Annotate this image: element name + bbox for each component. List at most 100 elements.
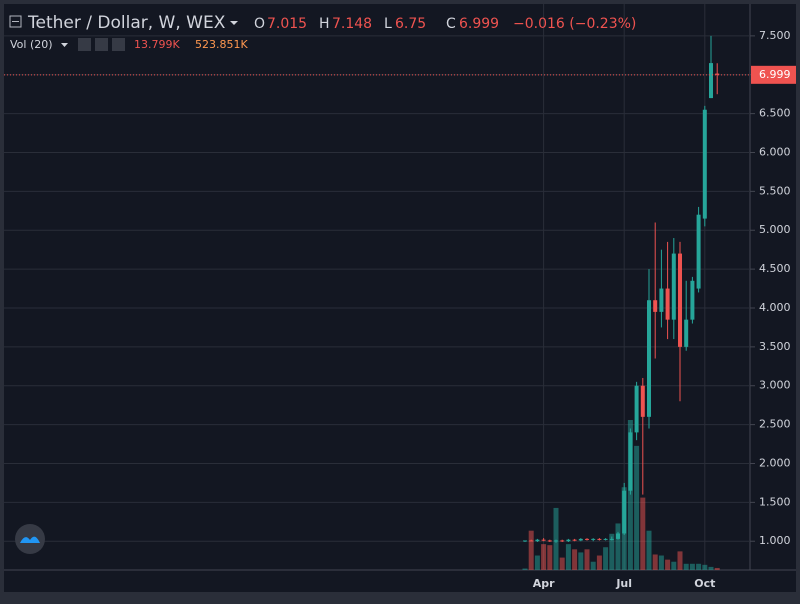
low-value: 6.75 (395, 16, 426, 32)
low-label: L (384, 16, 392, 32)
candle-body (628, 432, 633, 491)
candle-body (665, 288, 670, 320)
y-tick-label: 3.500 (759, 340, 791, 353)
symbol-menu[interactable] (230, 21, 238, 25)
candle-body (529, 540, 534, 542)
candle-body (523, 540, 527, 542)
volume-bar (541, 544, 547, 570)
volume-bar (634, 445, 640, 570)
plot-background (4, 4, 796, 592)
volume-bar (578, 552, 584, 570)
volume-bar (584, 549, 590, 570)
candle-body (690, 280, 695, 320)
collapse-button[interactable] (9, 15, 22, 28)
visibility-button[interactable] (78, 38, 91, 51)
volume-last: 13.799K (134, 38, 180, 51)
volume-bar (652, 554, 658, 570)
x-tick-label: Oct (694, 577, 715, 590)
x-tick-label: Apr (533, 577, 555, 590)
candle-body (659, 288, 664, 312)
last-price-label: 6.999 (759, 68, 791, 81)
candle-body (585, 538, 589, 540)
change-value: −0.016 (−0.23%) (513, 16, 636, 32)
candle-body (566, 539, 571, 542)
y-tick-label: 1.500 (759, 495, 791, 508)
candle-body (560, 540, 565, 542)
volume-bar (596, 555, 602, 570)
candle-body (696, 214, 701, 289)
candle-body (671, 253, 676, 320)
close-label: C (446, 16, 456, 32)
settings-button[interactable] (95, 38, 108, 51)
volume-bar (640, 497, 646, 570)
x-tick-label: Jul (615, 577, 632, 590)
volume-bar (615, 523, 621, 570)
open-value: 7.015 (267, 16, 307, 32)
marks (4, 35, 750, 570)
candle-body (597, 538, 602, 540)
volume-bar (683, 563, 689, 570)
volume-bar (590, 561, 596, 570)
symbol-title[interactable]: Tether / Dollar, W, WEX (27, 13, 226, 33)
volume-bar (603, 547, 609, 570)
logo[interactable] (15, 524, 45, 554)
high-value: 7.148 (332, 16, 372, 32)
close-value: 6.999 (459, 16, 499, 32)
candle-body (634, 385, 639, 433)
volume-bar (572, 549, 578, 570)
open-label: O (254, 16, 265, 32)
volume-bar (547, 545, 553, 570)
candle-body (715, 73, 720, 75)
volume-bar (559, 557, 565, 570)
volume-bar (528, 530, 534, 570)
volume-bar (696, 563, 702, 570)
y-tick-label: 4.000 (759, 301, 791, 314)
y-tick-label: 3.000 (759, 379, 791, 392)
volume-bar (714, 567, 720, 570)
candle-body (709, 63, 713, 99)
volume-ma: 523.851K (195, 38, 248, 51)
candle-body (616, 533, 620, 539)
candle-body (678, 253, 682, 347)
volume-label[interactable]: Vol (20) (10, 38, 53, 51)
candle-body (554, 540, 558, 542)
volume-bar (702, 564, 708, 570)
y-tick-label: 2.000 (759, 456, 791, 469)
candle-body (535, 539, 540, 542)
volume-bar (627, 420, 633, 570)
volume-bar (689, 563, 695, 570)
y-tick-label: 1.000 (759, 534, 791, 547)
volume-bar (646, 530, 652, 570)
candle-body (603, 538, 608, 540)
candle-body (702, 109, 707, 219)
y-tick-label: 5.000 (759, 223, 791, 236)
volume-bar (522, 568, 528, 570)
candle-body (541, 539, 546, 541)
candle-body (622, 490, 627, 534)
volume-bar (553, 507, 559, 570)
candle-body (653, 300, 658, 312)
y-tick-label: 6.000 (759, 145, 791, 158)
candle-body (640, 385, 645, 417)
y-tick-label: 4.500 (759, 262, 791, 275)
volume-bar (671, 561, 677, 570)
volume-menu[interactable] (61, 43, 68, 47)
candle-body (609, 538, 614, 540)
candle-body (647, 300, 651, 417)
volume-bar (677, 551, 683, 570)
volume-bar (708, 566, 714, 570)
y-tick-label: 7.500 (759, 29, 791, 42)
volume-bar (609, 533, 615, 570)
candle-body (578, 538, 583, 541)
logo-icon (20, 536, 40, 543)
remove-button[interactable] (112, 38, 125, 51)
y-tick-label: 6.500 (759, 107, 791, 120)
last-price-tag (751, 65, 796, 84)
volume-bar (658, 555, 664, 570)
candle-body (572, 539, 577, 541)
candle-body (547, 540, 552, 542)
y-tick-label: 5.500 (759, 184, 791, 197)
high-label: H (319, 16, 330, 32)
candle-body (684, 319, 689, 347)
